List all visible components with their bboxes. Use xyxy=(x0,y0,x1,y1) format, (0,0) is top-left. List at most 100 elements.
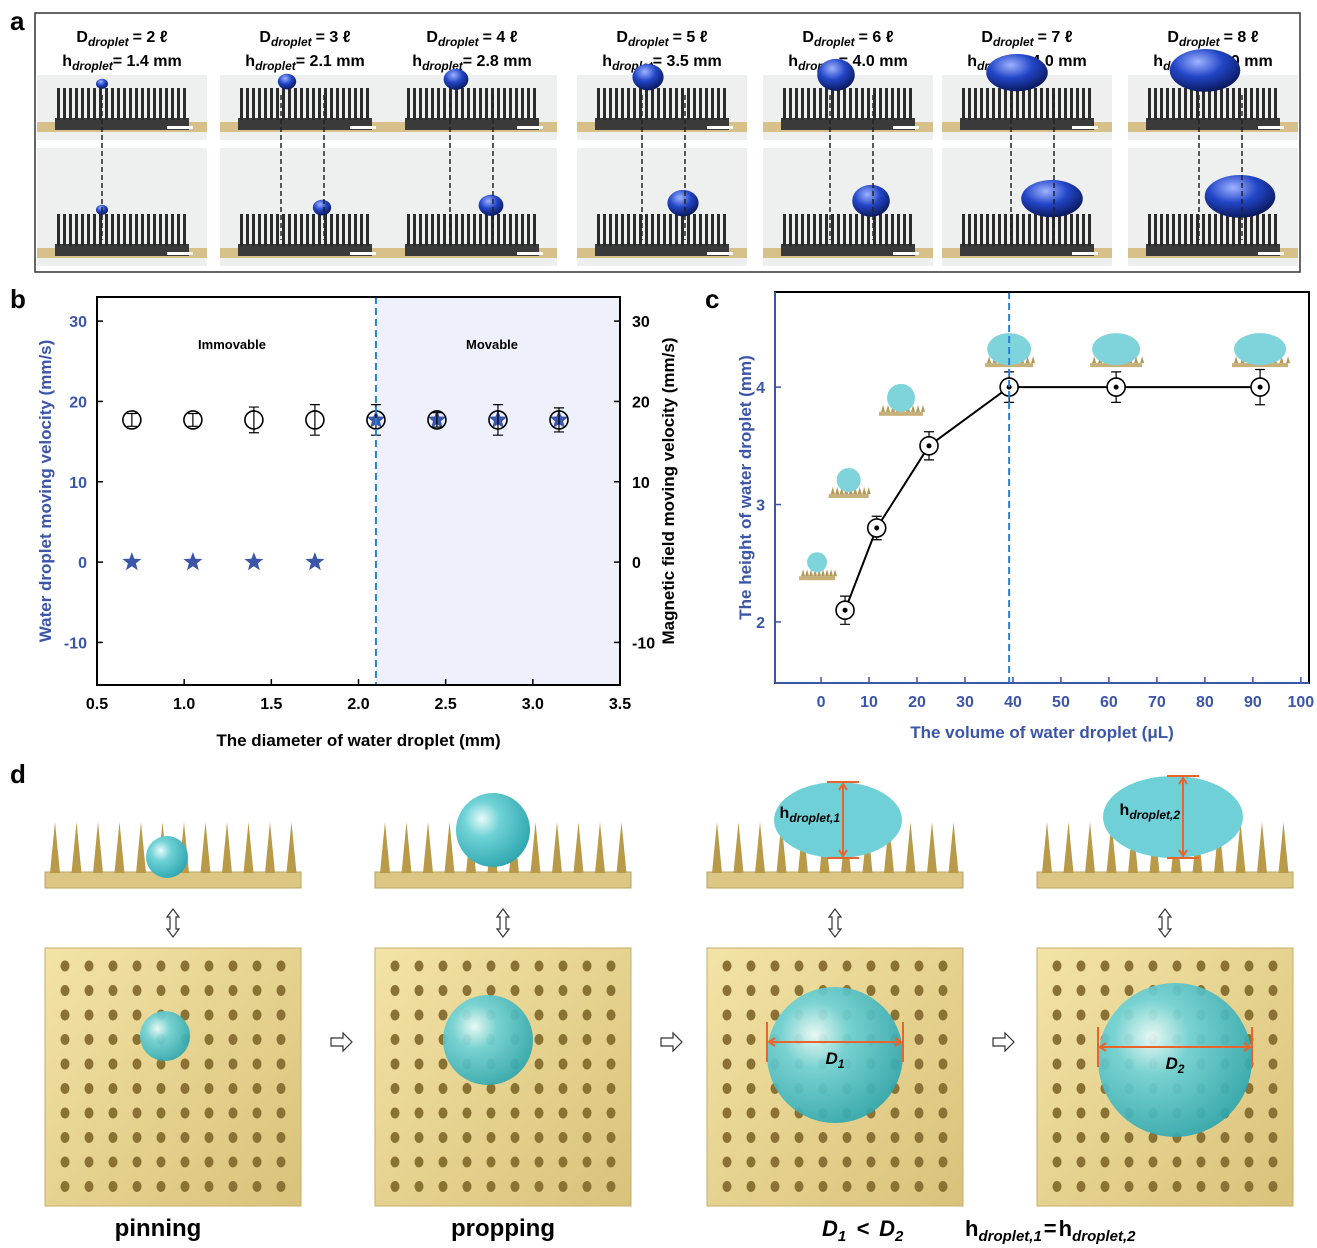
photo-pillar xyxy=(300,214,303,246)
photo-pillar xyxy=(425,214,428,246)
right-arrow xyxy=(661,1033,682,1051)
photo-pillar xyxy=(437,214,440,246)
hole xyxy=(939,1083,948,1094)
photo-pillar xyxy=(171,214,174,246)
hole xyxy=(867,1181,876,1192)
photo-pillar xyxy=(276,214,279,246)
hole xyxy=(181,1108,190,1119)
photo-pillar xyxy=(413,214,416,246)
label-sub: droplet xyxy=(628,35,670,49)
photo-pillar xyxy=(1256,214,1259,246)
photo-pillar xyxy=(1166,214,1169,246)
label-sub: 1 xyxy=(838,1057,845,1071)
photo-pillar xyxy=(1154,88,1157,120)
hole xyxy=(85,1034,94,1045)
photo-pillar xyxy=(264,88,267,120)
photo-pillar xyxy=(849,214,852,246)
hole xyxy=(157,1181,166,1192)
photo-pillar xyxy=(831,214,834,246)
hole xyxy=(535,985,544,996)
photo-pillar xyxy=(855,88,858,120)
photo-pillar xyxy=(813,214,816,246)
hole xyxy=(723,985,732,996)
hole xyxy=(1053,1157,1062,1168)
hole xyxy=(1077,1059,1086,1070)
hole xyxy=(181,1181,190,1192)
photo-pillar xyxy=(603,214,606,246)
photo-pillar xyxy=(87,88,90,120)
photo-pillar xyxy=(348,214,351,246)
photo-pillar xyxy=(1076,88,1079,120)
hole xyxy=(487,985,496,996)
spike xyxy=(445,822,455,873)
photo-pillar xyxy=(819,88,822,120)
hole xyxy=(795,1157,804,1168)
column-label: Ddroplet= 6 ℓ xyxy=(802,29,893,49)
hole xyxy=(487,1132,496,1143)
label-sub: droplet xyxy=(271,35,313,49)
hole xyxy=(277,1108,286,1119)
hole xyxy=(843,1132,852,1143)
photo-pillar xyxy=(521,88,524,120)
hole xyxy=(1101,1108,1110,1119)
hole xyxy=(535,1108,544,1119)
x-axis-label: The diameter of water droplet (mm) xyxy=(216,731,500,750)
side-droplet xyxy=(456,793,530,867)
hole xyxy=(723,1010,732,1021)
hole xyxy=(559,1181,568,1192)
scale-bar xyxy=(1258,252,1284,255)
icon-spike xyxy=(1286,356,1290,363)
photo-pillar xyxy=(1076,214,1079,246)
photo-pillar xyxy=(831,88,834,120)
hole xyxy=(391,1132,400,1143)
photo-pillar xyxy=(306,214,309,246)
hole xyxy=(1077,1157,1086,1168)
photo-pillar xyxy=(897,88,900,120)
photo-pillar xyxy=(288,88,291,120)
icon-spike xyxy=(1031,356,1035,363)
photo-pillar xyxy=(1262,214,1265,246)
hole xyxy=(723,1181,732,1192)
photo-pillar xyxy=(63,88,66,120)
photo-pillar xyxy=(1088,214,1091,246)
photo-pillar xyxy=(1190,88,1193,120)
icon-base xyxy=(829,494,869,498)
hole xyxy=(915,1059,924,1070)
hole xyxy=(915,1034,924,1045)
photo-pillar xyxy=(165,214,168,246)
hole xyxy=(771,1181,780,1192)
hole xyxy=(607,1059,616,1070)
spike xyxy=(734,822,744,873)
top-droplet xyxy=(140,1011,190,1061)
icon-spike xyxy=(867,487,871,494)
column-label: hdroplet= 3.5 mm xyxy=(602,53,721,73)
photo-pillar xyxy=(81,88,84,120)
x-tick-label: 1.5 xyxy=(260,696,282,713)
label-sub: droplet xyxy=(993,35,1035,49)
star-point xyxy=(305,552,324,570)
x-tick-label: 30 xyxy=(956,694,974,711)
x-tick-label: 100 xyxy=(1287,694,1314,711)
photo-pillar xyxy=(687,88,690,120)
hole xyxy=(439,1132,448,1143)
circle-center xyxy=(927,443,932,448)
photo-pillar xyxy=(789,88,792,120)
spike xyxy=(201,822,211,873)
hole xyxy=(607,1034,616,1045)
photo-pillar xyxy=(300,88,303,120)
photo-pillar xyxy=(1148,88,1151,120)
hole xyxy=(583,1083,592,1094)
photo-pillar xyxy=(645,214,648,246)
hole xyxy=(891,1132,900,1143)
label-sub: droplet,2 xyxy=(1129,808,1180,822)
y-tick-label: 30 xyxy=(69,314,87,331)
double-arrow xyxy=(497,909,509,937)
hole xyxy=(391,1108,400,1119)
hole xyxy=(181,1132,190,1143)
photo-pillar xyxy=(633,214,636,246)
photo-pillar xyxy=(527,214,530,246)
photo-pillar xyxy=(807,214,810,246)
hole xyxy=(1269,961,1278,972)
photo-pillar xyxy=(699,88,702,120)
hole xyxy=(205,985,214,996)
